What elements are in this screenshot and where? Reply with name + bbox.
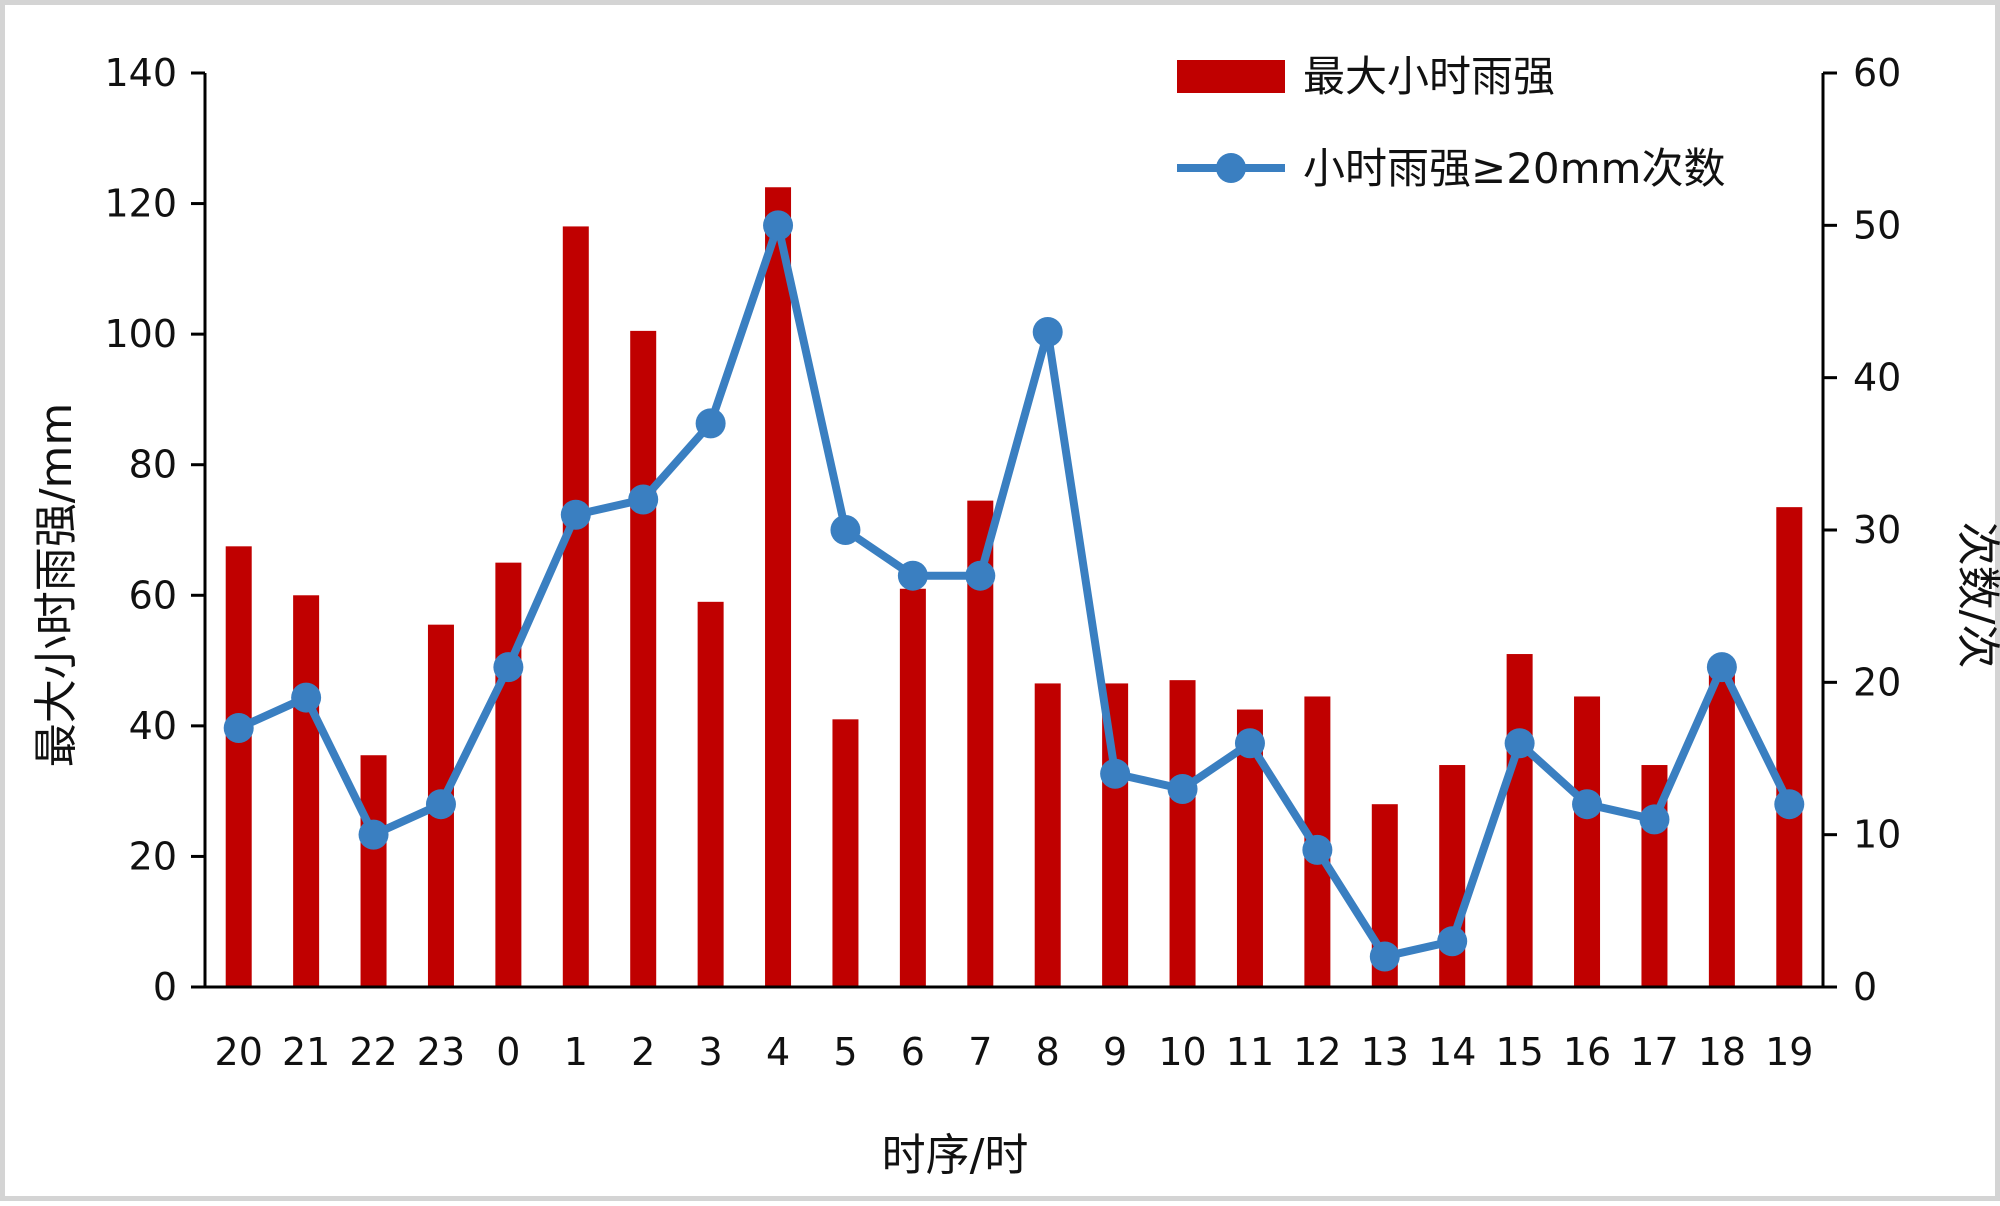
x-tick-label: 12 <box>1293 1030 1341 1074</box>
bar-8 <box>1034 683 1061 987</box>
bar-16 <box>1574 696 1601 987</box>
point-23 <box>425 789 456 820</box>
point-15 <box>1504 728 1535 759</box>
point-0 <box>493 652 524 683</box>
bar-2 <box>630 330 657 988</box>
legend-swatch-marker <box>1216 153 1246 183</box>
x-tick-label: 15 <box>1495 1030 1543 1074</box>
point-12 <box>1302 834 1333 865</box>
left-tick-label: 0 <box>153 965 177 1009</box>
x-tick-label: 7 <box>968 1030 992 1074</box>
point-22 <box>358 819 389 850</box>
x-tick-label: 19 <box>1765 1030 1813 1074</box>
bar-0 <box>495 562 522 987</box>
x-tick-label: 9 <box>1103 1030 1127 1074</box>
point-21 <box>291 682 322 713</box>
right-tick-label: 0 <box>1853 965 1877 1009</box>
bar-4 <box>765 187 792 987</box>
point-16 <box>1572 789 1603 820</box>
legend-label-bar: 最大小时雨强 <box>1303 52 1555 101</box>
point-20 <box>223 713 254 744</box>
x-tick-label: 0 <box>496 1030 520 1074</box>
left-tick-label: 100 <box>104 312 177 356</box>
x-tick-label: 5 <box>833 1030 857 1074</box>
right-tick-label: 30 <box>1853 508 1901 552</box>
point-18 <box>1706 652 1737 683</box>
right-tick-label: 20 <box>1853 660 1901 704</box>
right-axis-title: 次数/次 <box>1952 522 2000 669</box>
bar-15 <box>1506 654 1533 987</box>
bar-22 <box>360 755 387 987</box>
x-axis-title: 时序/时 <box>882 1130 1029 1181</box>
point-8 <box>1032 316 1063 347</box>
x-tick-label: 6 <box>901 1030 925 1074</box>
point-4 <box>763 210 794 241</box>
axes <box>191 71 1837 989</box>
point-5 <box>830 515 861 545</box>
bar-5 <box>832 719 859 987</box>
x-tick-label: 20 <box>215 1030 263 1074</box>
left-tick-label: 120 <box>104 182 177 226</box>
point-7 <box>965 560 996 591</box>
right-tick-label: 10 <box>1853 813 1901 857</box>
x-tick-label: 3 <box>699 1030 723 1074</box>
left-tick-label: 140 <box>104 51 177 95</box>
x-tick-label: 2 <box>631 1030 655 1074</box>
x-tick-label: 17 <box>1630 1030 1678 1074</box>
bar-6 <box>899 588 926 987</box>
legend: 最大小时雨强 小时雨强≥20mm次数 <box>1177 52 1725 193</box>
left-tick-label: 40 <box>129 704 177 748</box>
bar-21 <box>293 595 320 987</box>
point-9 <box>1100 758 1131 789</box>
x-tick-label: 10 <box>1158 1030 1206 1074</box>
x-tick-label: 18 <box>1698 1030 1746 1074</box>
x-tick-label: 14 <box>1428 1030 1476 1074</box>
x-tick-label: 11 <box>1226 1030 1274 1074</box>
point-19 <box>1774 789 1805 820</box>
right-tick-label: 60 <box>1853 51 1901 95</box>
point-6 <box>897 560 928 591</box>
bar-20 <box>225 546 252 987</box>
x-tick-label: 4 <box>766 1030 790 1074</box>
x-tick-label: 1 <box>564 1030 588 1074</box>
bar-3 <box>697 601 724 987</box>
point-3 <box>695 408 726 439</box>
point-1 <box>560 499 591 530</box>
left-axis-title: 最大小时雨强/mm <box>31 403 82 768</box>
point-10 <box>1167 773 1198 804</box>
line-series <box>223 210 1805 972</box>
legend-swatch-bar <box>1177 60 1285 93</box>
left-tick-label: 60 <box>129 573 177 617</box>
right-tick-label: 50 <box>1853 203 1901 247</box>
bar-18 <box>1708 667 1735 987</box>
point-11 <box>1234 728 1265 759</box>
x-tick-label: 8 <box>1036 1030 1060 1074</box>
bar-series <box>225 187 1803 988</box>
bar-19 <box>1776 507 1803 987</box>
x-tick-label: 23 <box>417 1030 465 1074</box>
point-13 <box>1369 941 1400 972</box>
legend-label-line: 小时雨强≥20mm次数 <box>1303 144 1725 193</box>
x-tick-label: 21 <box>282 1030 330 1074</box>
x-tick-label: 22 <box>349 1030 397 1074</box>
point-2 <box>628 484 659 515</box>
left-tick-label: 80 <box>129 443 177 487</box>
point-14 <box>1437 926 1468 957</box>
count-line <box>237 221 1793 961</box>
x-tick-label: 16 <box>1563 1030 1611 1074</box>
right-tick-label: 40 <box>1853 356 1901 400</box>
point-17 <box>1639 804 1670 835</box>
x-tick-label: 13 <box>1361 1030 1409 1074</box>
bar-10 <box>1169 680 1196 987</box>
left-tick-label: 20 <box>129 834 177 878</box>
bar-1 <box>562 226 589 987</box>
